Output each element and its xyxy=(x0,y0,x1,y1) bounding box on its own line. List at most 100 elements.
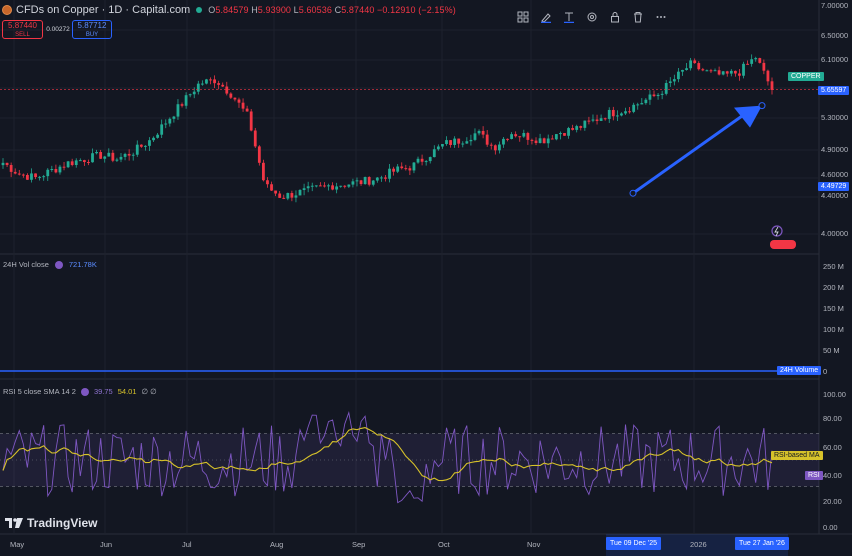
candle-body xyxy=(294,195,298,198)
price-tick: 5.30000 xyxy=(821,113,849,122)
text-icon[interactable] xyxy=(560,9,577,25)
candle-body xyxy=(436,146,440,150)
candle-body xyxy=(351,181,355,185)
drawing-toolbar xyxy=(514,9,669,25)
candle-body xyxy=(746,63,749,65)
sell-label: SELL xyxy=(15,32,30,38)
candle-body xyxy=(611,109,615,117)
candle-body xyxy=(441,144,444,147)
candle-body xyxy=(164,123,168,125)
price-tick: 4.90000 xyxy=(821,145,849,154)
candle-body xyxy=(95,151,98,154)
candle-body xyxy=(180,104,184,106)
candle-body xyxy=(481,130,485,135)
settings-icon[interactable] xyxy=(583,9,600,25)
candle-body xyxy=(38,176,42,178)
candle-body xyxy=(70,161,74,166)
candle-body xyxy=(42,176,46,178)
candle-body xyxy=(603,118,607,120)
candle-body xyxy=(770,81,774,90)
candle-body xyxy=(192,91,196,95)
volume-tick: 150 M xyxy=(823,304,844,313)
volume-legend[interactable]: 24H Vol close 721.78K xyxy=(3,260,97,269)
candle-body xyxy=(766,70,770,82)
more-icon[interactable] xyxy=(652,9,669,25)
candle-body xyxy=(506,138,509,140)
x-range-end-tag: Tue 27 Jan '26 xyxy=(735,537,789,550)
candle-body xyxy=(542,138,546,144)
x-tick: Nov xyxy=(527,540,541,549)
price-tick: 4.00000 xyxy=(821,229,849,238)
candle-body xyxy=(465,141,469,144)
candle-body xyxy=(758,58,762,63)
tradingview-logo[interactable]: TradingView xyxy=(5,516,97,530)
candle-body xyxy=(286,193,290,199)
candle-body xyxy=(563,133,566,136)
candle-body xyxy=(559,133,562,135)
candle-body xyxy=(148,140,151,146)
candle-body xyxy=(461,143,465,145)
candle-body xyxy=(428,157,432,162)
candle-body xyxy=(213,79,216,84)
candle-body xyxy=(445,140,448,145)
lock-icon[interactable] xyxy=(606,9,623,25)
volume-indicator-icon xyxy=(54,260,63,269)
candle-body xyxy=(384,177,387,179)
candle-body xyxy=(554,134,558,140)
candle-body xyxy=(636,104,640,106)
candle-body xyxy=(571,128,575,130)
symbol-title[interactable]: CFDs on Copper · 1D · Capital.com xyxy=(16,4,191,16)
candle-body xyxy=(538,138,542,144)
candle-body xyxy=(392,168,396,172)
candle-body xyxy=(546,138,550,144)
candle-body xyxy=(200,83,204,85)
rsi-ma-line xyxy=(2,427,773,482)
candle-body xyxy=(522,133,526,137)
candle-body xyxy=(530,139,534,141)
candle-body xyxy=(432,149,436,158)
candle-body xyxy=(237,99,241,103)
candle-body xyxy=(50,169,54,171)
candle-body xyxy=(624,111,627,114)
candle-body xyxy=(656,94,660,97)
rsi-tick: 0.00 xyxy=(823,523,838,532)
candle-body xyxy=(233,97,237,100)
candle-body xyxy=(664,83,668,94)
candle-body xyxy=(74,160,78,166)
candle-body xyxy=(583,120,587,128)
x-tick: May xyxy=(10,540,25,549)
candle-body xyxy=(379,177,383,179)
candle-body xyxy=(754,58,758,60)
trash-icon[interactable] xyxy=(629,9,646,25)
rsi-tag: RSI xyxy=(805,471,823,480)
candle-body xyxy=(652,94,656,97)
last-price-tag: 5.65597 xyxy=(818,86,850,95)
volume-tag: 24H Volume xyxy=(777,366,822,375)
candle-body xyxy=(514,134,518,137)
rsi-indicator-icon xyxy=(80,387,89,396)
candle-body xyxy=(550,138,554,140)
candle-body xyxy=(693,60,697,64)
x-tick: Jul xyxy=(182,540,192,549)
candle-body xyxy=(424,161,428,163)
rsi-legend[interactable]: RSI 5 close SMA 14 2 39.75 54.01 ∅ ∅ xyxy=(3,387,157,396)
candle-body xyxy=(278,193,282,198)
trend-arrow-head xyxy=(734,105,762,128)
candle-body xyxy=(229,93,233,98)
candle-body xyxy=(160,124,164,135)
candle-body xyxy=(327,185,330,187)
candle-body xyxy=(5,162,9,166)
candle-body xyxy=(628,111,631,113)
brush-icon[interactable] xyxy=(537,9,554,25)
candle-body xyxy=(640,103,644,105)
candle-body xyxy=(526,133,530,140)
candle-body xyxy=(497,144,501,151)
volume-tick: 0 xyxy=(823,367,828,376)
tradingview-logo-text: TradingView xyxy=(27,516,98,530)
sell-button[interactable]: 5.87440 SELL xyxy=(2,20,43,39)
candle-body xyxy=(152,137,155,141)
buy-button[interactable]: 5.87712 BUY xyxy=(72,20,112,39)
layout-icon[interactable] xyxy=(514,9,531,25)
candle-body xyxy=(21,174,25,176)
